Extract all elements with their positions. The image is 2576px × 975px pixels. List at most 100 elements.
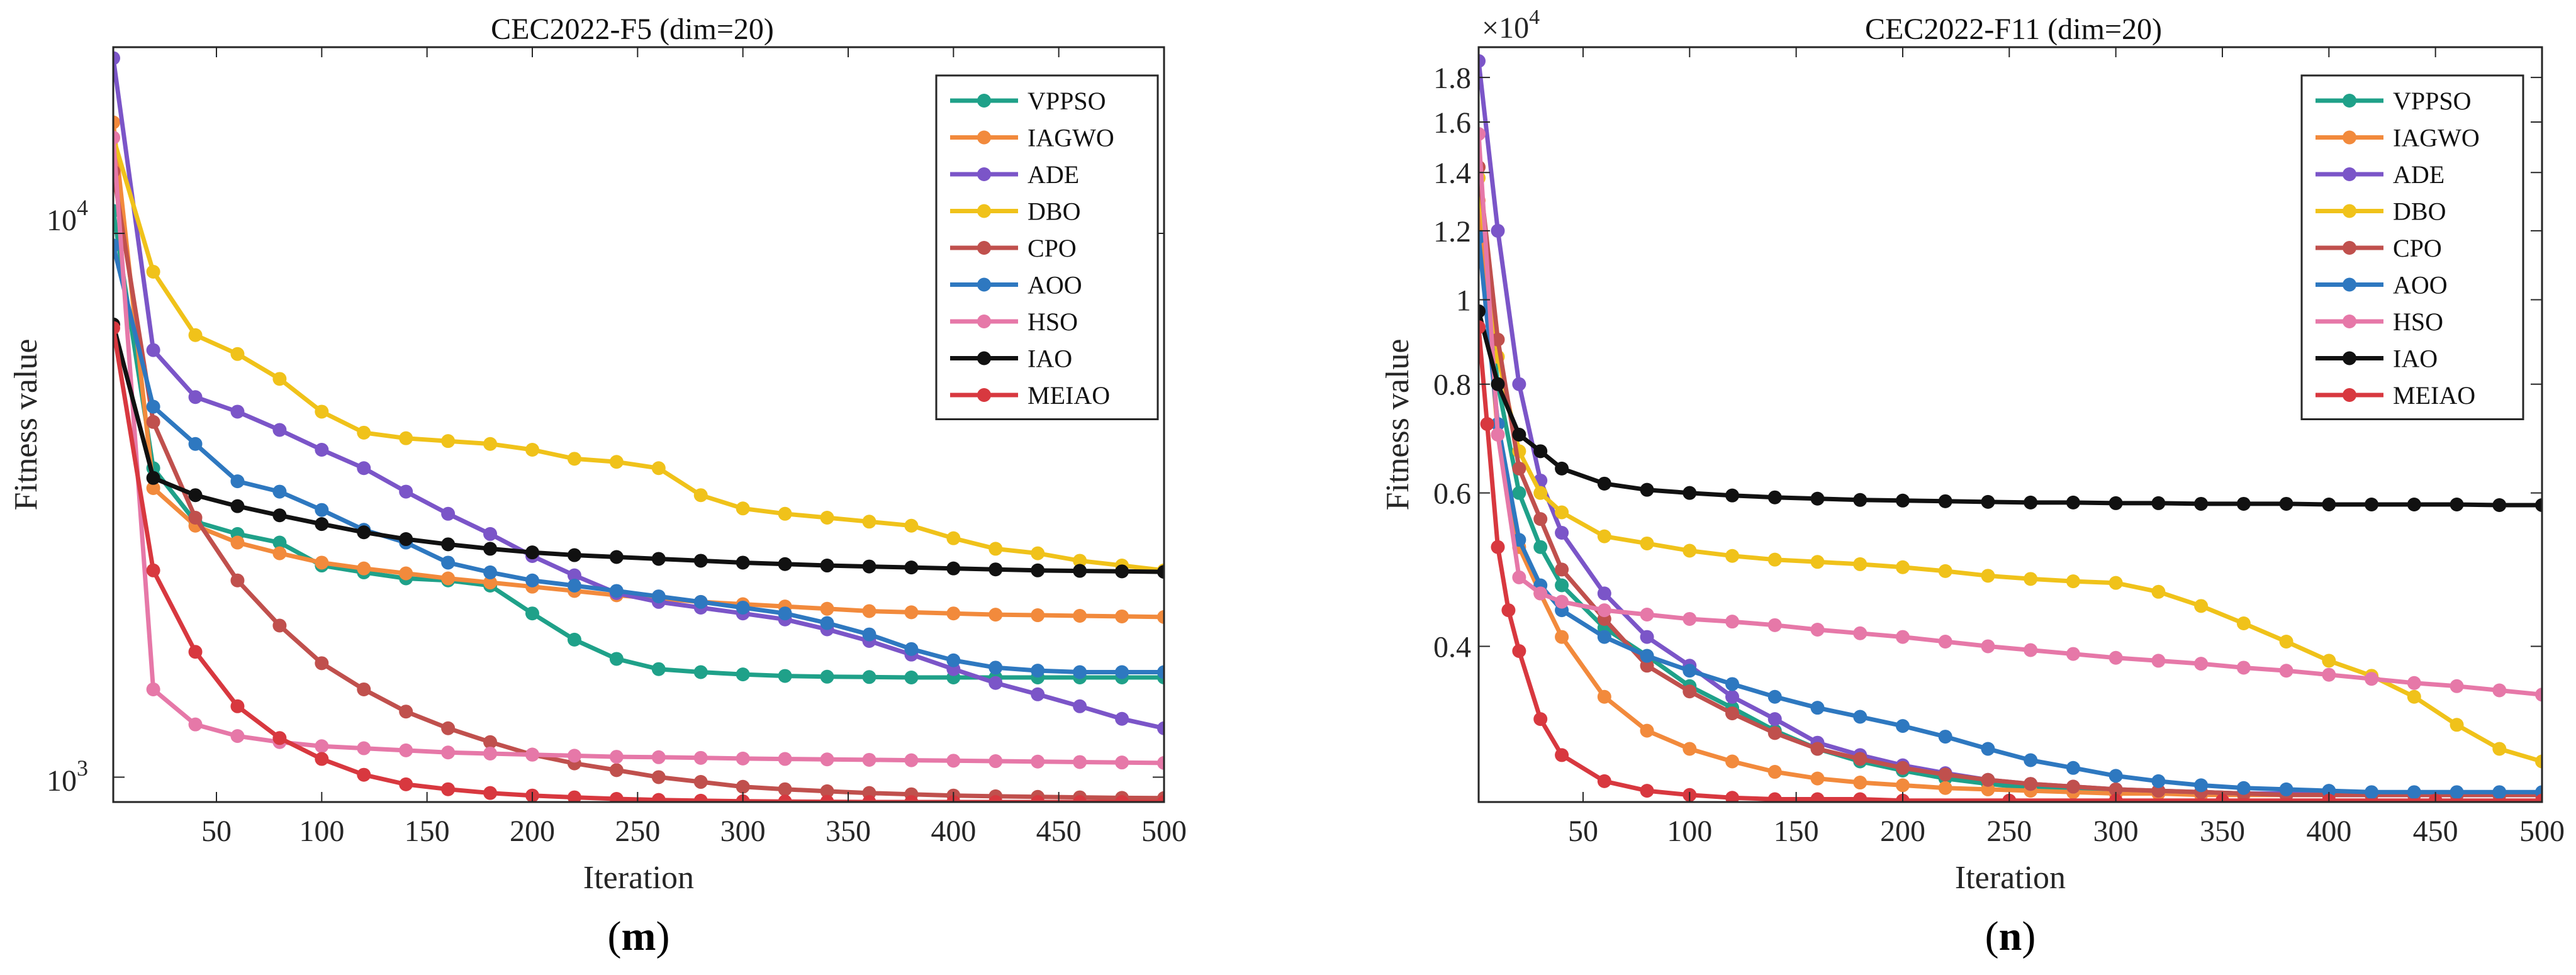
data-point xyxy=(113,115,120,130)
data-point xyxy=(2407,497,2421,511)
data-point xyxy=(1512,486,1526,500)
data-point xyxy=(272,618,287,633)
legend-item: CPO xyxy=(950,234,1077,262)
data-point xyxy=(1115,755,1129,770)
series-hso xyxy=(1479,127,2542,702)
data-point xyxy=(1683,611,1697,626)
data-point xyxy=(1555,461,1569,476)
data-point xyxy=(1981,742,1995,756)
x-tick-label: 400 xyxy=(931,815,976,848)
legend-item: ADE xyxy=(2316,160,2444,189)
data-point xyxy=(820,794,834,802)
x-tick-label: 50 xyxy=(1568,815,1598,848)
data-point xyxy=(862,559,876,574)
data-point xyxy=(2024,643,2038,657)
data-point xyxy=(988,608,1003,622)
x-tick-label: 250 xyxy=(1986,815,2032,848)
data-point xyxy=(946,653,961,667)
data-point xyxy=(904,560,919,575)
data-point xyxy=(146,563,160,577)
data-point xyxy=(2407,785,2421,800)
legend-item: VPPSO xyxy=(950,87,1106,115)
data-point xyxy=(2066,647,2080,661)
series-line xyxy=(1479,237,2542,794)
data-point xyxy=(820,559,834,573)
data-point xyxy=(2450,679,2464,693)
legend-label: IAGWO xyxy=(2393,124,2480,152)
data-point xyxy=(2322,784,2336,798)
data-point xyxy=(2151,496,2166,510)
series-line xyxy=(1479,167,2542,798)
data-point xyxy=(820,784,834,798)
data-point xyxy=(188,437,203,451)
y-tick-label-1000: 103 xyxy=(47,755,88,798)
data-point xyxy=(1073,699,1087,713)
data-point xyxy=(1115,609,1129,623)
data-point xyxy=(1597,476,1611,491)
data-point xyxy=(1512,644,1526,659)
legend-label: VPPSO xyxy=(1028,87,1106,115)
data-point xyxy=(1640,536,1654,550)
data-point xyxy=(1981,639,1995,654)
data-point xyxy=(567,568,581,582)
data-point xyxy=(2279,496,2293,511)
data-point xyxy=(946,606,961,621)
data-point xyxy=(1853,493,1868,507)
data-point xyxy=(1597,529,1611,543)
x-tick-label: 150 xyxy=(405,815,450,848)
data-point xyxy=(1533,540,1548,554)
legend-item: MEIAO xyxy=(950,381,1110,410)
data-point xyxy=(2194,778,2209,793)
legend-label: DBO xyxy=(1028,198,1080,226)
data-point xyxy=(1683,742,1697,756)
data-point xyxy=(1810,555,1825,569)
data-point xyxy=(2024,777,2038,791)
data-point xyxy=(1938,730,1952,744)
data-point xyxy=(146,399,160,414)
data-point xyxy=(1810,491,1825,506)
series-line xyxy=(113,136,1164,573)
data-point xyxy=(1533,512,1548,526)
data-point xyxy=(441,555,456,570)
data-point xyxy=(1938,494,1952,508)
data-point xyxy=(736,779,750,794)
data-point xyxy=(2535,688,2542,702)
data-point xyxy=(2194,657,2209,671)
legend-swatch-marker xyxy=(2343,167,2356,181)
legend-swatch-marker xyxy=(977,94,991,108)
data-point xyxy=(230,474,245,489)
data-point xyxy=(1640,649,1654,663)
data-point xyxy=(188,390,203,404)
data-point xyxy=(1512,461,1526,476)
caption-letter: n xyxy=(1999,913,2022,959)
legend-label: IAGWO xyxy=(1028,124,1114,152)
series-layer xyxy=(113,51,1164,802)
legend-swatch-marker xyxy=(977,167,991,181)
data-point xyxy=(1767,689,1782,704)
chart-title: CEC2022-F5 (dim=20) xyxy=(491,13,774,46)
x-tick-label: 300 xyxy=(720,815,766,848)
data-point xyxy=(146,481,160,496)
data-point xyxy=(441,537,456,552)
data-point xyxy=(567,749,581,763)
x-tick-label: 450 xyxy=(1036,815,1082,848)
data-point xyxy=(651,589,666,604)
data-point xyxy=(1031,563,1045,577)
data-point xyxy=(904,753,919,767)
data-point xyxy=(1501,603,1516,618)
data-point xyxy=(2407,676,2421,690)
data-point xyxy=(862,795,876,802)
data-point xyxy=(272,423,287,437)
data-point xyxy=(778,782,792,796)
data-point xyxy=(525,606,539,621)
y-tick-exp: 4 xyxy=(77,195,88,220)
data-point xyxy=(1810,792,1825,802)
legend-item: CPO xyxy=(2316,234,2442,262)
multiplier-exp: 4 xyxy=(1529,6,1540,29)
data-point xyxy=(2024,572,2038,586)
series-iao xyxy=(1479,304,2542,513)
data-point xyxy=(399,484,413,499)
data-point xyxy=(946,561,961,576)
series-line xyxy=(1479,177,2542,764)
data-point xyxy=(609,763,624,777)
